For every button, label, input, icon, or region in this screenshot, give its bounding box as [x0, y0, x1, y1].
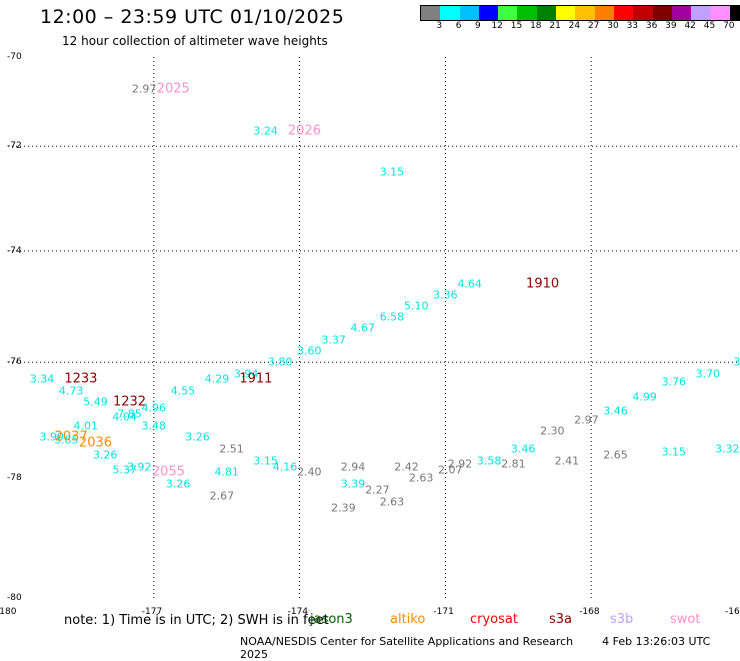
longitude-axis-label: -168: [579, 607, 599, 617]
wave-height-value: 4.99: [632, 391, 657, 402]
wave-height-value: 2.94: [341, 461, 366, 472]
wave-height-value: 4.64: [457, 278, 482, 289]
satellite-legend-cryosat: cryosat: [470, 612, 518, 627]
wave-height-value: 2.27: [365, 485, 390, 496]
wave-height-value: 2.81: [501, 458, 526, 469]
wave-height-value: 3.46: [603, 406, 628, 417]
wave-height-value: 2.97: [574, 414, 599, 425]
wave-height-value: 3.80: [268, 357, 293, 368]
wave-height-value: 3.26: [166, 479, 191, 490]
satellite-legend-s3a: s3a: [549, 612, 572, 627]
wave-height-value: 3.34: [30, 374, 55, 385]
wave-height-value: 4.29: [205, 374, 230, 385]
latitude-axis-label: -76: [7, 357, 22, 367]
wave-height-value: 2.92: [448, 458, 473, 469]
wave-height-value: 4.16: [273, 461, 298, 472]
pass-time-label: 1910: [526, 277, 559, 290]
wave-height-value: 2.41: [555, 455, 580, 466]
wave-height-value: 3.15: [380, 166, 405, 177]
pass-time-label: 1911: [239, 373, 272, 386]
wave-height-value: 3.15: [662, 446, 687, 457]
satellite-legend-altika: altiko: [390, 612, 425, 627]
wave-height-value: 2.30: [540, 426, 565, 437]
pass-time-label: 2055: [152, 466, 185, 479]
wave-height-value: 5.49: [83, 397, 108, 408]
satellite-legend-swot: swot: [670, 612, 700, 627]
pass-time-label: 1233: [64, 373, 97, 386]
wave-height-value: 5.10: [404, 300, 429, 311]
wave-height-value: 2.51: [219, 443, 244, 454]
latitude-axis-label: -78: [7, 473, 22, 483]
pass-time-label: 2025: [157, 82, 190, 95]
note-text: note: 1) Time is in UTC; 2) SWH is in fe…: [64, 613, 329, 628]
wave-height-value: 3.58: [477, 455, 502, 466]
wave-height-value: 3.60: [297, 345, 322, 356]
longitude-axis-label: -165: [725, 607, 740, 617]
pass-time-label: 2026: [288, 125, 321, 138]
wave-height-value: 2.67: [210, 491, 235, 502]
longitude-axis-label: -171: [433, 607, 453, 617]
wave-height-value: 2.39: [331, 502, 356, 513]
wave-height-value: 2.40: [297, 467, 322, 478]
wave-height-value: 3.46: [511, 443, 536, 454]
credit-text: NOAA/NESDIS Center for Satellite Applica…: [240, 635, 573, 648]
wave-height-value: 2.97: [132, 83, 157, 94]
wave-height-value: 2.63: [380, 497, 405, 508]
satellite-legend-s3b: s3b: [610, 612, 633, 627]
wave-height-value: 2.65: [603, 449, 628, 460]
wave-height-value: 4.67: [351, 323, 376, 334]
wave-height-value: 3.70: [696, 368, 721, 379]
wave-height-value: 2.42: [394, 461, 419, 472]
wave-height-value: 3.32: [715, 443, 740, 454]
wave-height-value: 6.58: [380, 312, 405, 323]
wave-height-value: 3.92: [127, 461, 152, 472]
latitude-axis-label: -74: [7, 246, 22, 256]
wave-height-value: 3.26: [185, 432, 210, 443]
satellite-legend-jason3: jason3: [310, 612, 353, 627]
latitude-axis-label: -70: [7, 52, 22, 62]
longitude-axis-label: -180: [0, 607, 16, 617]
wave-height-value: 3.36: [433, 289, 458, 300]
wave-height-value: 4.73: [59, 385, 84, 396]
wave-height-value: 3: [734, 357, 740, 368]
latitude-axis-label: -72: [7, 141, 22, 151]
wave-height-value: 3.26: [93, 449, 118, 460]
wave-height-value: 3.76: [662, 377, 687, 388]
footer-credit: NOAA/NESDIS Center for Satellite Applica…: [240, 635, 740, 661]
pass-time-label: 1232: [113, 396, 146, 409]
wave-height-value: 3.37: [321, 334, 346, 345]
pass-time-label: 2036: [79, 437, 112, 450]
wave-height-value: 4.55: [171, 385, 196, 396]
wave-height-value: 4.81: [214, 467, 239, 478]
wave-height-value: 3.24: [253, 126, 278, 137]
wave-height-value: 3.48: [142, 420, 167, 431]
wave-height-value: 2.63: [409, 473, 434, 484]
latitude-axis-label: -80: [7, 593, 22, 603]
wave-height-value: 4.04: [112, 411, 137, 422]
wave-height-value: 3.39: [341, 479, 366, 490]
